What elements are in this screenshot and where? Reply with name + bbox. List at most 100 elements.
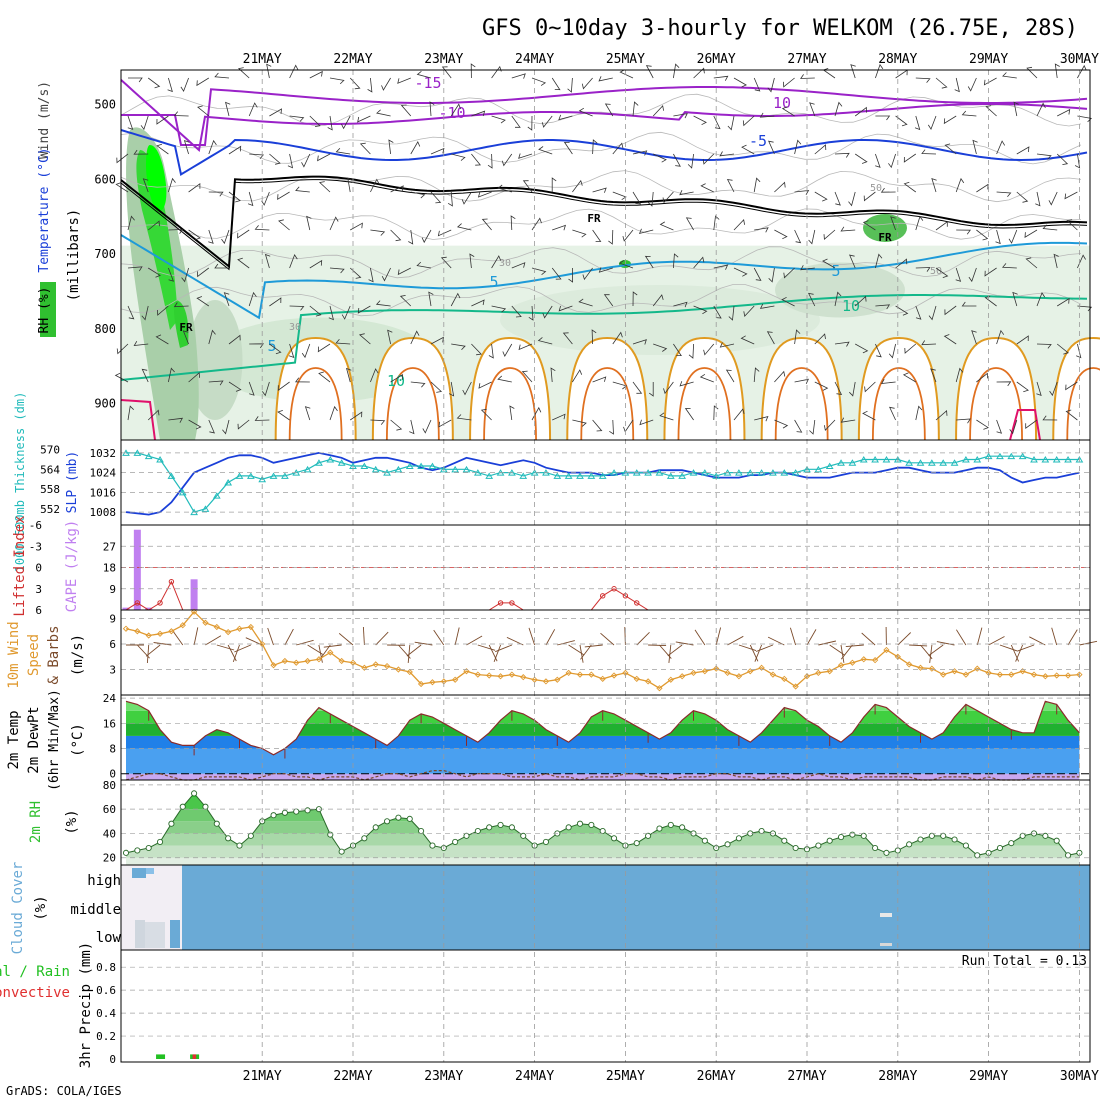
- upper-wind-barb: [921, 340, 937, 346]
- upper-wind-barb: [840, 417, 856, 423]
- upper-wind-barb: [390, 374, 404, 383]
- upper-wind-barb: [766, 331, 775, 345]
- upper-wind-barb: [834, 152, 850, 158]
- thickness-tick: 570: [40, 444, 60, 457]
- precip-tick: 0.4: [96, 1007, 116, 1020]
- li-axis-title: Lifted Index: [12, 515, 28, 616]
- wind10m-point: [452, 676, 459, 683]
- rh2m-point: [327, 831, 334, 838]
- wind10m-barb: [789, 627, 797, 646]
- upper-wind-barb: [527, 115, 533, 131]
- rh2m-point: [520, 832, 527, 839]
- wind10m-barb: [433, 629, 445, 646]
- thickness-point: [428, 462, 437, 470]
- upper-wind-barb: [1056, 153, 1069, 165]
- rh-saturated-low: [173, 300, 189, 348]
- upper-wind-barb: [237, 229, 250, 239]
- upper-wind-barb: [228, 334, 241, 345]
- thickness-point: [281, 472, 289, 479]
- upper-wind-barb: [592, 187, 607, 193]
- thickness-point: [655, 469, 664, 476]
- rh2m-point: [486, 824, 493, 831]
- upper-wind-barb: [995, 229, 1001, 245]
- upper-wind-barb: [702, 153, 715, 165]
- upper-wind-barb: [147, 77, 161, 89]
- upper-wind-barb: [416, 261, 432, 269]
- upper-wind-barb: [309, 115, 321, 127]
- upper-wind-barb: [648, 382, 654, 397]
- upper-wind-barb: [116, 343, 129, 355]
- upper-wind-barb: [289, 305, 305, 311]
- wind10m-point: [372, 661, 379, 668]
- isotherm-lobe-20: [677, 367, 732, 441]
- upper-wind-barb: [266, 63, 272, 79]
- thickness-point: [326, 455, 335, 463]
- date-label-bottom: 25MAY: [606, 1069, 645, 1084]
- upper-wind-barb: [684, 408, 694, 421]
- upper-wind-barb: [582, 267, 593, 281]
- upper-wind-barb: [481, 218, 492, 231]
- wind10m-barb: [928, 644, 944, 656]
- upper-wind-barb: [1042, 415, 1058, 421]
- upper-wind-barb: [248, 102, 258, 117]
- rh2m-point: [134, 847, 141, 854]
- cape-tick: 27: [103, 540, 116, 553]
- upper-wind-barb: [1012, 291, 1018, 307]
- contour-label: 5: [489, 273, 498, 291]
- rh2m-point: [372, 824, 379, 831]
- contour-label: 50: [930, 266, 942, 277]
- wind10m-barb: [667, 644, 683, 657]
- rh2m-point: [826, 837, 833, 844]
- upper-wind-barb: [182, 330, 189, 345]
- rh2m-point: [792, 844, 799, 852]
- upper-wind-barb: [269, 343, 282, 355]
- date-label-top: 28MAY: [878, 52, 917, 67]
- cape-tick: 9: [109, 583, 116, 596]
- upper-wind-barb: [1077, 115, 1093, 123]
- isotherm-lobe-20: [385, 367, 440, 441]
- upper-wind-barb: [381, 77, 391, 91]
- chart-title: GFS 0~10day 3-hourly for WELKOM (26.75E,…: [482, 16, 1078, 41]
- upper-wind-barb: [552, 224, 567, 231]
- upper-wind-barb: [632, 101, 639, 117]
- wind10m-point: [531, 676, 538, 683]
- pressure-tick-label: 500: [94, 98, 116, 112]
- wind10m-barb: [715, 627, 722, 646]
- upper-wind-barb: [1002, 72, 1017, 79]
- isotherm-plus10: [120, 294, 1088, 381]
- cloud-cover-panel: high middle low Cloud Cover (%): [10, 862, 1090, 954]
- date-label-top: 21MAY: [243, 52, 282, 67]
- upper-wind-barb: [971, 330, 977, 345]
- precip-title-3: 3hr Precip (mm): [78, 942, 94, 1068]
- thickness-point: [598, 472, 607, 479]
- precip-title-1: Total / Rain: [0, 964, 70, 980]
- rh2m-point: [338, 848, 345, 855]
- upper-wind-barb: [931, 177, 937, 193]
- rh2m-point: [406, 815, 413, 822]
- upper-wind-barb: [632, 150, 648, 156]
- rh2m-tick: 60: [103, 803, 116, 816]
- thickness-point: [825, 462, 834, 470]
- wind10m-barb: [1079, 640, 1098, 646]
- upper-wind-barb: [976, 229, 989, 241]
- wind10m-point: [871, 657, 879, 664]
- isotherm-plus25: [120, 399, 156, 441]
- upper-wind-barb: [699, 373, 714, 383]
- slp-tick: 1032: [90, 447, 117, 460]
- wind10m-point: [667, 676, 674, 683]
- wind10m-point: [599, 675, 606, 682]
- rh2m-point: [599, 827, 606, 835]
- upper-wind-barb: [880, 187, 896, 193]
- upper-wind-barb: [269, 297, 282, 307]
- upper-wind-barb: [183, 139, 190, 155]
- rh2m-point: [463, 832, 470, 839]
- upper-wind-barb: [685, 217, 694, 231]
- upper-wind-barb: [1057, 108, 1071, 117]
- upper-wind-barb: [397, 267, 411, 276]
- li-tick: -3: [29, 540, 42, 553]
- rh2m-point: [928, 832, 935, 839]
- upper-wind-barb: [727, 115, 735, 131]
- isotherm-lobe-20: [774, 367, 829, 441]
- wind10m-point: [554, 676, 561, 683]
- rh2m-point: [701, 837, 708, 844]
